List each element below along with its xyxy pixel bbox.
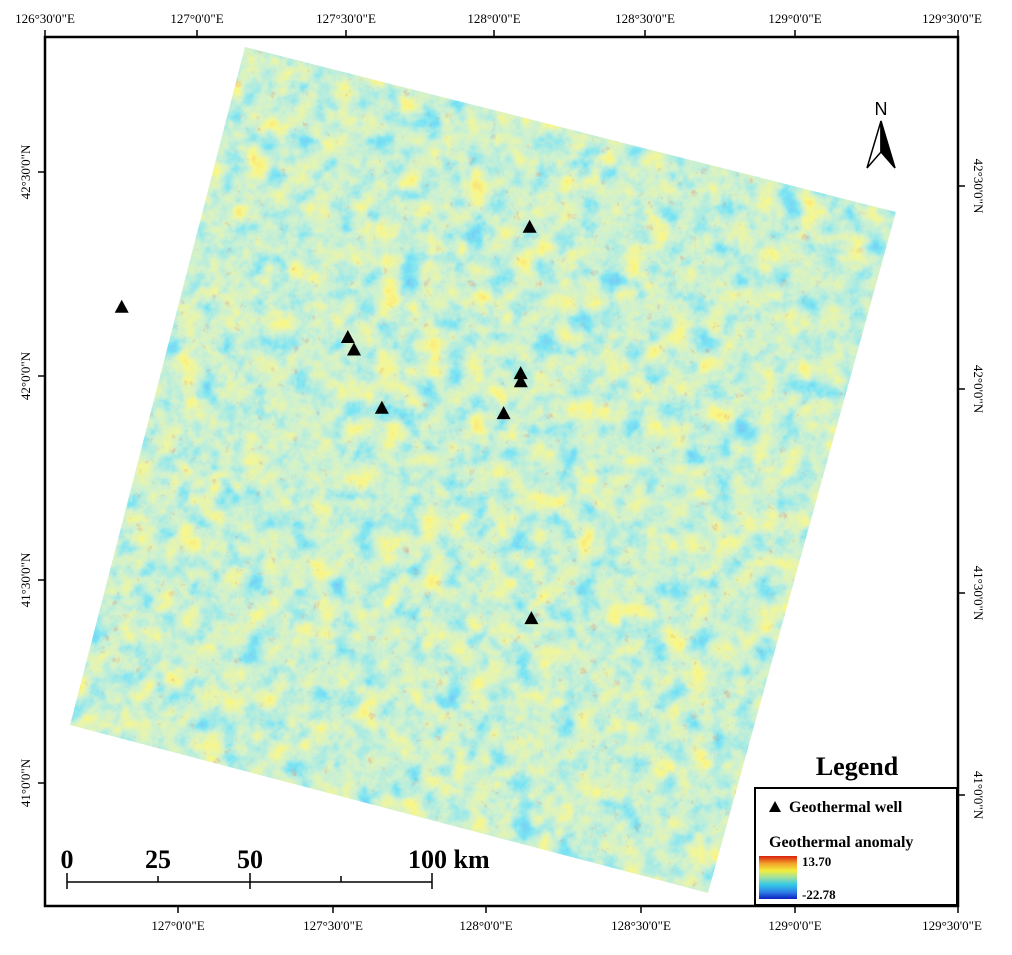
top-lon-label: 127°30'0"E	[316, 11, 376, 26]
graticule-ticks	[38, 30, 965, 913]
geothermal-well-marker	[522, 219, 537, 233]
bottom-lon-label: 128°30'0"E	[611, 918, 671, 933]
scale-label: 0	[61, 845, 74, 874]
right-lat-label: 42°30'0"N	[971, 159, 986, 214]
geothermal-well-marker	[513, 374, 528, 388]
left-lat-label: 41°0'0"N	[18, 758, 33, 807]
legend-min-value: -22.78	[802, 887, 836, 902]
scale-bar: 0 25 50 100 km	[61, 845, 490, 889]
top-lon-label: 129°30'0"E	[922, 11, 982, 26]
geothermal-wells	[114, 219, 539, 625]
left-lat-label: 42°0'0"N	[18, 351, 33, 400]
scale-label: 100 km	[408, 845, 490, 874]
right-lat-label: 41°0'0"N	[971, 771, 986, 820]
geothermal-well-marker	[374, 400, 389, 414]
well-symbol-icon	[769, 801, 781, 812]
bottom-lon-label: 129°0'0"E	[768, 918, 821, 933]
right-lat-label: 42°0'0"N	[971, 365, 986, 414]
top-lon-label: 128°30'0"E	[615, 11, 675, 26]
top-lon-label: 126°30'0"E	[15, 11, 75, 26]
map-frame	[43, 35, 960, 908]
geothermal-well-marker	[347, 342, 362, 356]
scale-label: 25	[145, 845, 171, 874]
legend-anomaly-label: Geothermal anomaly	[769, 834, 913, 851]
geothermal-well-marker	[340, 329, 355, 343]
right-lat-label: 41°30'0"N	[971, 566, 986, 621]
colorbar	[759, 856, 797, 899]
legend-max-value: 13.70	[802, 854, 831, 869]
top-lon-label: 129°0'0"E	[768, 11, 821, 26]
bottom-lon-label: 127°0'0"E	[151, 918, 204, 933]
bottom-lon-label: 127°30'0"E	[303, 918, 363, 933]
legend-well-label: Geothermal well	[789, 799, 903, 816]
left-lat-label: 41°30'0"N	[18, 552, 33, 607]
geothermal-well-marker	[496, 406, 511, 420]
north-arrow-icon: N	[866, 99, 896, 169]
geothermal-well-marker	[513, 366, 528, 380]
legend: Legend Geothermal well Geothermal anomal…	[754, 752, 958, 906]
top-lon-label: 128°0'0"E	[467, 11, 520, 26]
scale-label: 50	[237, 845, 263, 874]
top-lon-label: 127°0'0"E	[170, 11, 223, 26]
bottom-lon-label: 129°30'0"E	[922, 918, 982, 933]
left-lat-label: 42°30'0"N	[18, 144, 33, 199]
geothermal-well-marker	[524, 611, 539, 625]
bottom-lon-label: 128°0'0"E	[459, 918, 512, 933]
north-label: N	[875, 99, 888, 119]
legend-title: Legend	[816, 752, 899, 781]
anomaly-raster	[70, 47, 896, 893]
geothermal-well-marker	[114, 299, 129, 313]
